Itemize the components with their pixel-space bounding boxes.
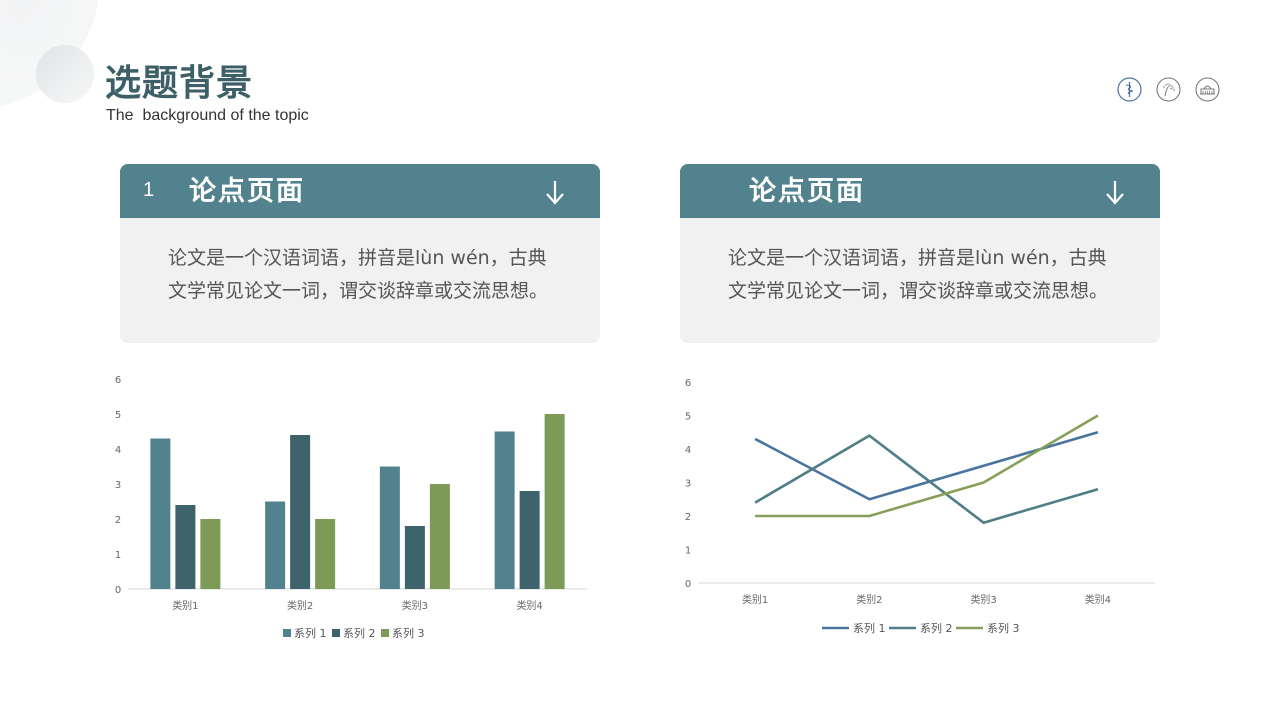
bar [519,491,540,589]
x-tick-label: 类别4 [1085,593,1111,606]
argument-card-2: 论点页面 论文是一个汉语词语，拼音是lùn wén，古典 文学常见论文一词，谓交… [680,164,1160,343]
y-tick-label: 0 [685,579,691,590]
card-body: 论文是一个汉语词语，拼音是lùn wén，古典 文学常见论文一词，谓交谈辞章或交… [728,242,1128,308]
bar [544,414,565,589]
legend-label: 系列 2 [343,626,376,640]
y-tick-label: 0 [115,585,121,596]
card-title: 论点页面 [189,176,305,207]
card-body-line: 文学常见论文一词，谓交谈辞章或交流思想。 [168,280,549,302]
legend-label: 系列 1 [294,626,327,640]
x-tick-label: 类别4 [516,599,542,612]
x-tick-label: 类别2 [856,593,882,606]
bar [150,438,171,589]
y-tick-label: 2 [115,515,121,526]
arrow-down-icon [1106,181,1124,205]
y-tick-label: 3 [115,480,121,491]
card-number: 1 [143,179,155,201]
y-tick-label: 6 [685,378,691,389]
y-tick-label: 5 [115,410,121,421]
page-subtitle: The background of the topic [106,107,309,124]
arrow-down-icon [546,181,564,205]
y-tick-label: 5 [685,412,691,423]
card-body-line: 文学常见论文一词，谓交谈辞章或交流思想。 [728,280,1109,302]
x-tick-label: 类别1 [172,599,198,612]
bar [494,431,515,589]
y-tick-label: 6 [115,375,121,386]
legend-swatch [332,629,340,637]
legend-swatch [381,629,389,637]
y-tick-label: 4 [685,445,691,456]
legend-label: 系列 2 [920,621,953,635]
bar [429,484,450,589]
bar [404,526,425,589]
legend-label: 系列 3 [987,621,1020,635]
card-body: 论文是一个汉语词语，拼音是lùn wén，古典 文学常见论文一词，谓交谈辞章或交… [168,242,568,308]
card-title: 论点页面 [749,176,865,207]
card-body-line: 论文是一个汉语词语，拼音是lùn wén，古典 [168,247,547,269]
bar [290,435,311,589]
x-tick-label: 类别3 [970,593,996,606]
bar [175,505,196,589]
y-tick-label: 1 [685,546,691,557]
header-icons [1117,77,1220,102]
y-tick-label: 2 [685,512,691,523]
legend-swatch [283,629,291,637]
line-series [755,414,1099,518]
medical-caduceus-icon [1117,77,1142,102]
argument-card-1: 1 论点页面 论文是一个汉语词语，拼音是lùn wén，古典 文学常见论文一词，… [120,164,600,343]
x-tick-label: 类别1 [742,593,768,606]
card-body-line: 论文是一个汉语词语，拼音是lùn wén，古典 [728,247,1107,269]
x-tick-label: 类别3 [402,599,428,612]
x-tick-label: 类别2 [287,599,313,612]
line-series [754,431,1099,501]
bar [379,466,400,589]
y-tick-label: 1 [115,550,121,561]
line-series [754,434,1099,525]
dandelion-icon [1156,77,1181,102]
bar [265,501,286,589]
decorative-circle-small [36,45,94,103]
building-icon [1195,77,1220,102]
bar [200,519,221,589]
card-header: 1 论点页面 [120,164,600,218]
page-title: 选题背景 [105,63,254,104]
legend-label: 系列 3 [392,626,425,640]
card-header: 论点页面 [680,164,1160,218]
y-tick-label: 3 [685,479,691,490]
bar [315,519,336,589]
legend-label: 系列 1 [853,621,886,635]
y-tick-label: 4 [115,445,121,456]
